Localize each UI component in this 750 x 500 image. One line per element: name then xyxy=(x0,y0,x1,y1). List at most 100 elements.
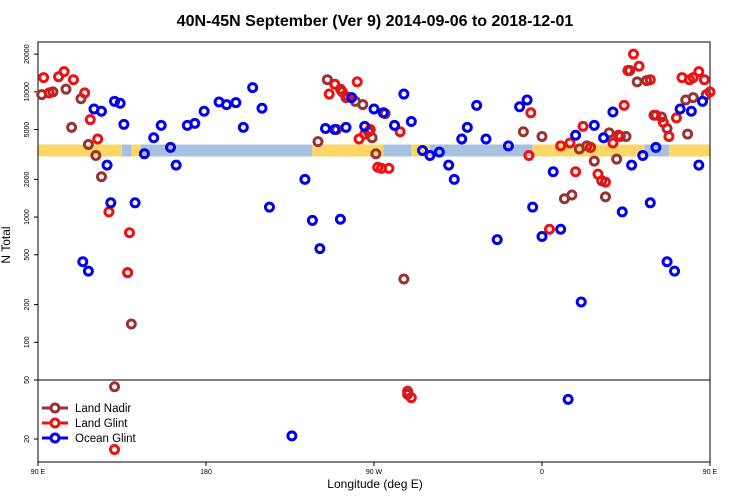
ocean-glint-point xyxy=(165,141,177,153)
ocean-glint-point xyxy=(247,82,259,94)
land-nadir-point xyxy=(599,191,611,203)
ocean-glint-point xyxy=(237,121,249,133)
ocean-glint-point xyxy=(536,230,548,242)
ocean-glint-point xyxy=(101,159,113,171)
ocean-glint-point xyxy=(95,105,107,117)
ocean-glint-point xyxy=(109,95,121,107)
ocean-glint-point xyxy=(377,107,389,119)
ocean-glint-point xyxy=(398,88,410,100)
land-glint-point xyxy=(67,74,79,86)
ocean-glint-point xyxy=(417,145,429,157)
land-glint-point xyxy=(58,66,70,78)
land-nadir-point xyxy=(687,92,699,104)
x-tick-label: 90 E xyxy=(31,469,46,476)
legend-label-ocean-glint: Ocean Glint xyxy=(75,433,137,445)
ocean-glint-point xyxy=(299,173,311,185)
land-glint-point xyxy=(523,150,535,162)
y-tick-label: 20 xyxy=(24,435,31,443)
ocean-glint-point xyxy=(77,256,89,268)
ocean-glint-point xyxy=(129,197,141,209)
land-glint-point xyxy=(564,137,576,149)
land-nadir-point xyxy=(588,155,600,167)
y-axis-label: N Total xyxy=(0,226,13,263)
legend-marker-land-glint xyxy=(49,417,61,429)
ocean-glint-point xyxy=(424,150,436,162)
land-nadir-point xyxy=(631,76,643,88)
ocean-glint-point xyxy=(661,256,673,268)
ocean-glint-point xyxy=(443,159,455,171)
ocean-glint-point xyxy=(230,97,242,109)
land-nadir-point xyxy=(125,318,137,330)
land-glint-point xyxy=(599,176,611,188)
ocean-glint-point xyxy=(471,99,483,111)
ocean-glint-point xyxy=(521,94,533,106)
band-segment-10 xyxy=(668,144,710,157)
land-glint-point xyxy=(650,109,662,121)
ocean-glint-point xyxy=(461,121,473,133)
ocean-glint-point xyxy=(697,95,709,107)
x-tick-label: 0 xyxy=(540,469,544,476)
land-nadir-point xyxy=(611,153,623,165)
y-tick-label: 20000 xyxy=(24,44,31,64)
ocean-glint-point xyxy=(607,106,619,118)
ocean-glint-point xyxy=(368,103,380,115)
ocean-glint-point xyxy=(148,132,160,144)
land-glint-point xyxy=(633,60,645,72)
y-tick-label: 5000 xyxy=(24,122,31,138)
y-axis: 20000 10000 5000 2000 1000 500 200 100 50 20 xyxy=(24,44,38,443)
ocean-glint-point xyxy=(114,97,126,109)
land-nadir-point xyxy=(82,138,94,150)
ocean-glint-point xyxy=(198,105,210,117)
legend-marker-land-nadir xyxy=(49,402,61,414)
land-glint-point xyxy=(79,87,91,99)
land-glint-point xyxy=(394,126,406,138)
ocean-glint-point xyxy=(346,92,358,104)
land-nadir-point xyxy=(109,381,121,393)
ocean-glint-point xyxy=(286,430,298,442)
ocean-glint-point xyxy=(491,234,503,246)
legend: Land Nadir Land Glint Ocean Glint xyxy=(42,402,137,445)
land-nadir-point xyxy=(398,273,410,285)
land-nadir-point xyxy=(90,150,102,162)
land-glint-point xyxy=(109,443,121,455)
land-glint-point xyxy=(663,130,675,142)
land-glint-point xyxy=(577,120,589,132)
land-glint-point xyxy=(103,206,115,218)
land-glint-point xyxy=(585,141,597,153)
legend-label-land-glint: Land Glint xyxy=(75,418,128,430)
ocean-glint-point xyxy=(314,243,326,255)
land-nadir-point xyxy=(517,126,529,138)
ocean-glint-point xyxy=(448,173,460,185)
ocean-glint-point xyxy=(555,223,567,235)
land-glint-point xyxy=(627,48,639,60)
ocean-glint-point xyxy=(82,265,94,277)
land-nadir-point xyxy=(60,83,72,95)
y-tick-label: 50 xyxy=(24,376,31,384)
x-tick-label: 180 xyxy=(200,469,212,476)
ocean-glint-point xyxy=(263,201,275,213)
land-glint-point xyxy=(84,114,96,126)
land-glint-point xyxy=(43,87,55,99)
ocean-glint-point xyxy=(456,133,468,145)
ocean-glint-point xyxy=(637,150,649,162)
ocean-glint-point xyxy=(306,214,318,226)
ocean-glint-point xyxy=(138,148,150,160)
y-tick-label: 1000 xyxy=(24,209,31,225)
land-glint-point xyxy=(329,78,341,90)
land-nadir-point xyxy=(357,99,369,111)
ocean-glint-point xyxy=(480,133,492,145)
land-glint-point xyxy=(92,133,104,145)
x-axis: 90 E 180 90 W 0 90 E xyxy=(31,462,718,476)
band-segment-1 xyxy=(122,144,132,157)
ocean-glint-point xyxy=(616,206,628,218)
land-nadir-point xyxy=(655,111,667,123)
ocean-glint-point xyxy=(570,129,582,141)
ocean-glint-point xyxy=(105,197,117,209)
ocean-glint-point xyxy=(334,213,346,225)
data-points xyxy=(36,48,716,455)
land-glint-point xyxy=(525,107,537,119)
land-glint-point xyxy=(657,116,669,128)
land-glint-point xyxy=(555,140,567,152)
land-nadir-point xyxy=(312,136,324,148)
ocean-glint-point xyxy=(644,197,656,209)
